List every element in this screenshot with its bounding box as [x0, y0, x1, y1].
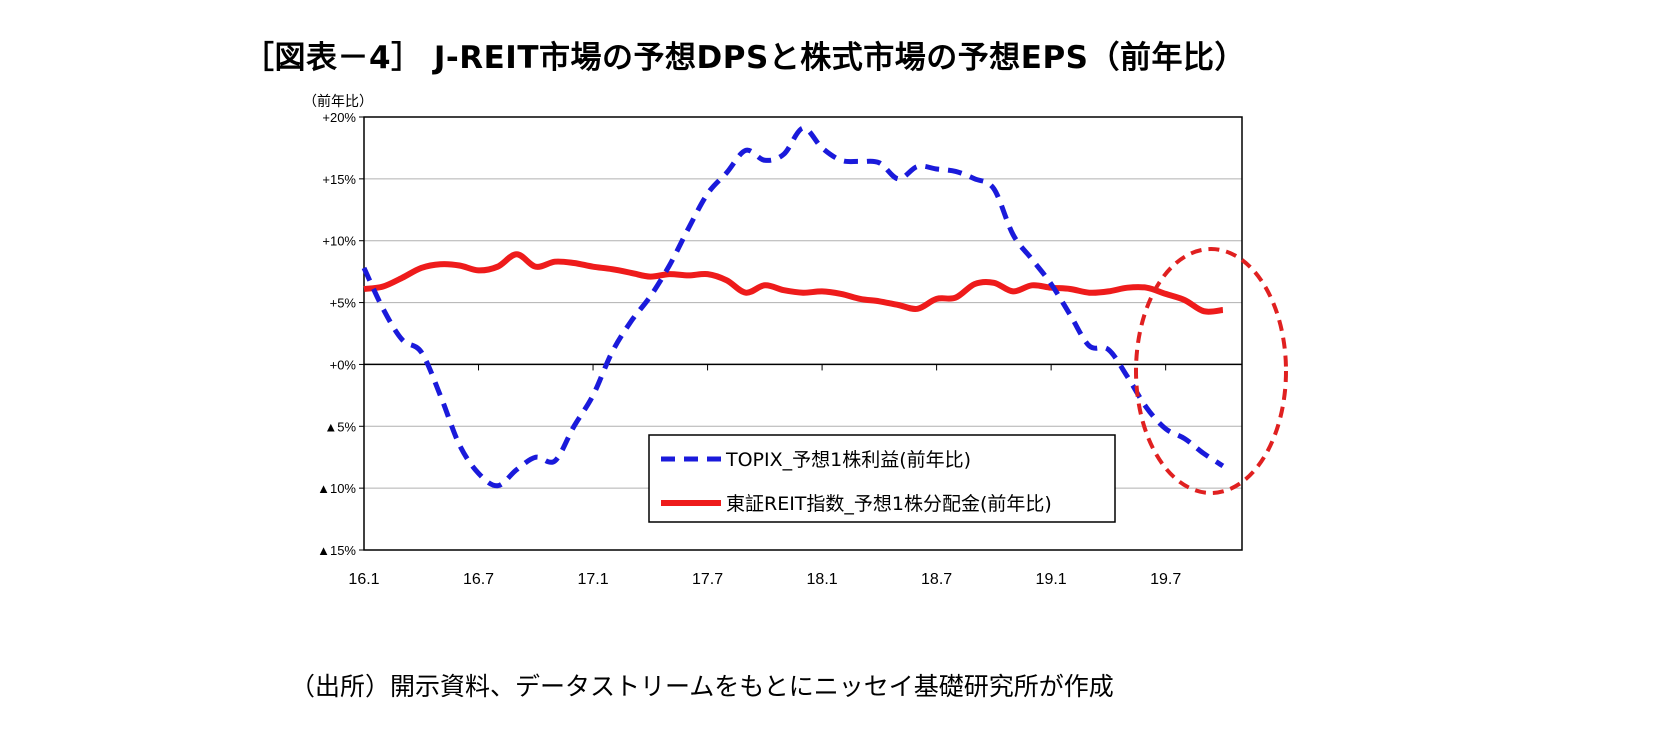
source-note: （出所）開示資料、データストリームをもとにニッセイ基礎研究所が作成: [290, 672, 1114, 701]
y-axis: +20% +15% +10% +5% +0% ▲5% ▲10% ▲15%: [317, 110, 364, 558]
chart-title: ［図表－4］ J-REIT市場の予想DPSと株式市場の予想EPS（前年比）: [243, 40, 1246, 76]
plot-frame: [363, 116, 1243, 551]
y-tick-label: ▲5%: [324, 419, 356, 434]
y-tick-label: ▲10%: [317, 481, 356, 496]
legend: TOPIX_予想1株利益(前年比) 東証REIT指数_予想1株分配金(前年比): [648, 434, 1116, 523]
x-tick-label: 17.1: [577, 571, 608, 588]
y-axis-unit-label: （前年比）: [303, 93, 373, 110]
y-tick-label: +15%: [322, 172, 356, 187]
series-line-reit: [363, 251, 1224, 315]
series-line-topix: [361, 125, 1225, 489]
y-tick-label: +5%: [330, 296, 357, 311]
x-tick-label: 18.7: [921, 571, 952, 588]
highlight-ellipse: [1134, 247, 1288, 495]
y-tick-label: +0%: [330, 357, 357, 372]
y-tick-label: ▲15%: [317, 543, 356, 558]
legend-box: [648, 434, 1116, 523]
y-tick-label: +10%: [322, 234, 356, 249]
x-tick-label: 19.1: [1036, 571, 1067, 588]
x-axis: 16.1 16.7 17.1 17.7 18.1 18.7 19.1 19.7: [348, 364, 1181, 588]
x-tick-label: 18.1: [807, 571, 838, 588]
x-tick-label: 16.7: [463, 571, 494, 588]
x-tick-label: 19.7: [1150, 571, 1181, 588]
x-tick-label: 16.1: [348, 571, 379, 588]
series-layer: [361, 125, 1225, 489]
y-tick-label: +20%: [322, 110, 356, 125]
legend-label-topix: TOPIX_予想1株利益(前年比): [725, 449, 971, 471]
legend-label-reit: 東証REIT指数_予想1株分配金(前年比): [726, 493, 1052, 515]
x-tick-label: 17.7: [692, 571, 723, 588]
